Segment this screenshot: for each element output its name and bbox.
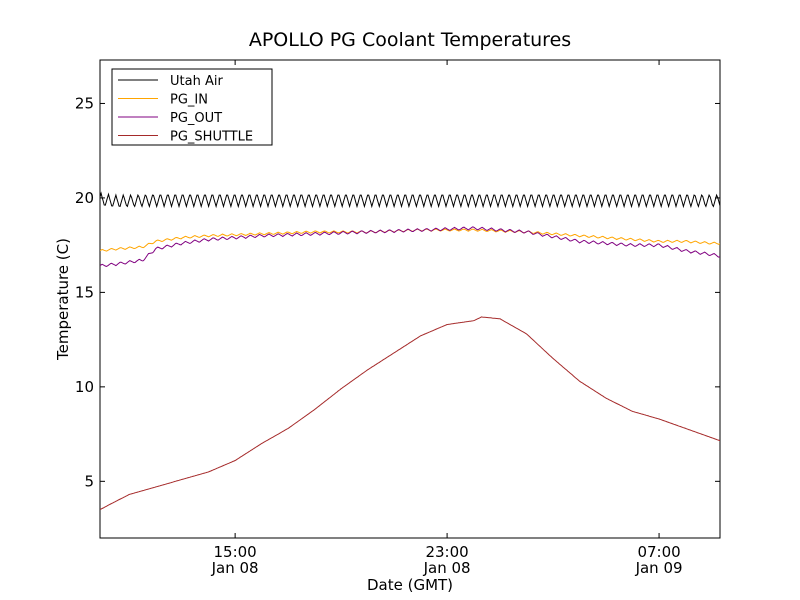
x-tick-label-time: 15:00 [214, 543, 257, 561]
series-layer [100, 191, 720, 511]
legend-label: Utah Air [170, 74, 223, 89]
x-tick-label-date: Jan 08 [211, 559, 259, 577]
series-line-utah-air [100, 191, 720, 209]
x-tick-label-date: Jan 09 [635, 559, 683, 577]
chart-title: APOLLO PG Coolant Temperatures [249, 29, 571, 51]
y-axis-label: Temperature (C) [54, 238, 72, 361]
y-tick-label: 10 [75, 378, 94, 396]
legend-label: PG_IN [170, 93, 208, 108]
x-tick-label-date: Jan 08 [423, 559, 471, 577]
y-tick-label: 25 [75, 94, 94, 112]
x-axis-label: Date (GMT) [367, 576, 453, 594]
legend: Utah Air PG_IN PG_OUT PG_SHUTTLE [111, 68, 273, 146]
x-tick-label-time: 23:00 [425, 543, 468, 561]
x-tick-label-time: 07:00 [637, 543, 680, 561]
y-tick-label: 15 [75, 283, 94, 301]
legend-box [111, 68, 273, 146]
legend-label: PG_OUT [170, 111, 222, 126]
legend-label: PG_SHUTTLE [170, 130, 253, 145]
y-tick-label: 5 [84, 472, 94, 490]
series-line-pg-out [100, 226, 720, 268]
y-tick-label: 20 [75, 189, 94, 207]
series-line-pg-shuttle [100, 316, 720, 511]
series-line-pg-in [100, 228, 720, 252]
